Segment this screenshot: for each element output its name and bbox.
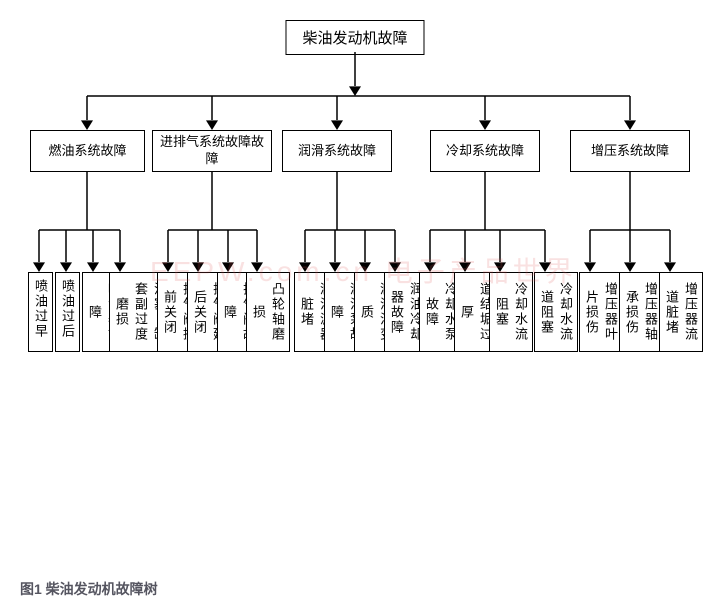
root-node: 柴油发动机故障 (285, 20, 424, 55)
leaf-node: 增压器轴承损伤 (619, 272, 663, 352)
cat-fuel: 燃油系统故障 (30, 130, 145, 172)
leaf-node: 冷却水流道阻塞 (534, 272, 578, 352)
leaf-node: 增压器流道脏堵 (659, 272, 703, 352)
figure-caption: 图1 柴油发动机故障树 (20, 579, 158, 599)
leaf-node: 增压器叶片损伤 (579, 272, 623, 352)
cat-lube: 润滑系统故障 (282, 130, 392, 172)
cat-air: 进排气系统故障故障 (152, 130, 272, 172)
cat-cool: 冷却系统故障 (430, 130, 540, 172)
leaf-node: 喷油过后 (55, 272, 80, 352)
leaf-node: 冷却水流阻塞 (489, 272, 533, 352)
leaf-node: 喷油过早 (28, 272, 53, 352)
leaf-node: 凸轮轴磨损 (246, 272, 290, 352)
cat-turbo: 增压系统故障 (570, 130, 690, 172)
